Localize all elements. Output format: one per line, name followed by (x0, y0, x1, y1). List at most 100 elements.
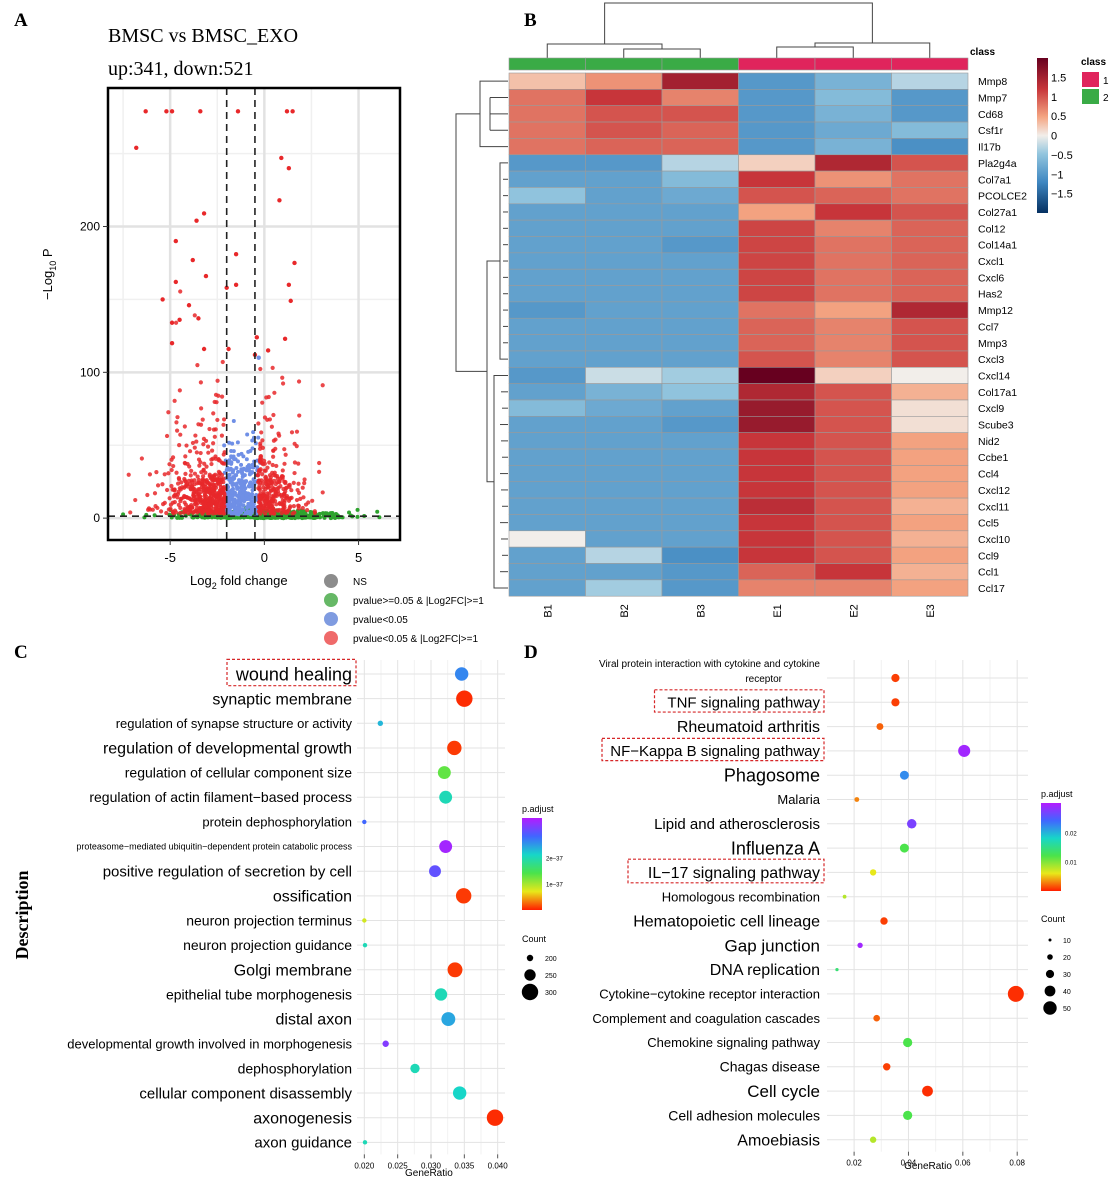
volcano-point-red (134, 145, 139, 150)
volcano-point-red (291, 480, 296, 485)
volcano-point-blue (229, 449, 234, 454)
heatmap-cell (661, 530, 739, 548)
volcano-point-red (222, 494, 227, 499)
heatmap-cell (661, 579, 739, 597)
kegg-x-axis-label: GeneRatio (904, 1161, 952, 1172)
heatmap-colorbar-tick-label: 1.5 (1051, 72, 1066, 84)
volcano-point-red (154, 470, 159, 475)
go-term-label: regulation of synapse structure or activ… (116, 716, 353, 731)
kegg-padj-colorbar (1041, 803, 1061, 891)
volcano-point-red (201, 346, 207, 352)
volcano-point-red (212, 399, 217, 405)
volcano-point-red (280, 498, 285, 503)
heatmap-cell (585, 334, 663, 352)
kegg-term-label: Cytokine−cytokine receptor interaction (599, 986, 820, 1001)
kegg-term-label: Lipid and atherosclerosis (654, 816, 820, 833)
heatmap-cell (661, 219, 739, 237)
go-term-label: neuron projection terminus (186, 912, 352, 928)
kegg-x-tick-label: 0.02 (846, 1159, 862, 1168)
volcano-point-red (273, 492, 278, 497)
heatmap-cell (891, 350, 969, 368)
go-dot (447, 740, 462, 756)
volcano-point-red (320, 490, 325, 495)
volcano-point-red (317, 469, 322, 474)
volcano-point-blue (256, 435, 261, 440)
volcano-point-red (274, 502, 279, 507)
heatmap-cell (585, 268, 663, 286)
volcano-point-red (283, 481, 288, 486)
heatmap-cell (891, 514, 969, 532)
kegg-dot (883, 1063, 891, 1071)
heatmap-cell (814, 432, 892, 450)
heatmap-cell (661, 252, 739, 270)
volcano-x-axis-label: Log2 fold change (190, 573, 288, 591)
volcano-point-red (305, 508, 310, 513)
volcano-point-red (201, 467, 206, 473)
heatmap-cell (585, 530, 663, 548)
kegg-dot (891, 673, 900, 683)
volcano-point-red (187, 464, 192, 469)
volcano-point-red (286, 498, 292, 503)
volcano-point-red (213, 456, 218, 461)
kegg-term-label: receptor (745, 674, 782, 685)
volcano-point-red (190, 487, 195, 492)
volcano-point-red (275, 476, 280, 481)
heatmap-row-label: Ccl4 (978, 469, 999, 481)
volcano-point-red (145, 492, 150, 498)
volcano-point-red (183, 454, 188, 459)
heatmap-cell (891, 89, 969, 106)
heatmap-row-label: Ccl7 (978, 321, 999, 333)
heatmap-row-label: Pla2g4a (978, 158, 1017, 170)
go-term-label: distal axon (276, 1012, 353, 1029)
volcano-point-blue (256, 355, 261, 360)
heatmap-cell (508, 465, 586, 483)
heatmap-cell (814, 138, 892, 156)
heatmap-cell (508, 546, 586, 564)
volcano-point-red (274, 508, 279, 513)
heatmap-cell (891, 236, 969, 254)
go-y-axis-label: Description (12, 871, 32, 960)
volcano-point-red (271, 412, 276, 418)
heatmap-cell (814, 497, 892, 515)
volcano-point-red (210, 511, 216, 516)
panel-label-a: A (14, 10, 28, 31)
heatmap-cell (738, 219, 816, 237)
volcano-point-red (173, 238, 179, 244)
volcano-point-red (280, 468, 285, 473)
volcano-point-red (300, 485, 305, 490)
volcano-point-red (160, 482, 165, 487)
volcano-point-red (179, 480, 184, 485)
kegg-plot-area (826, 660, 1030, 1153)
heatmap-cell (814, 187, 892, 205)
kegg-count-legend-label: 40 (1063, 989, 1071, 996)
heatmap-row-label: Ccl1 (978, 567, 999, 579)
volcano-point-red (280, 476, 285, 481)
heatmap-column-label: B2 (619, 604, 631, 617)
volcano-point-blue (229, 454, 234, 459)
kegg-dot (869, 869, 877, 876)
volcano-point-red (194, 450, 199, 455)
kegg-count-legend-dot (1043, 1001, 1057, 1015)
volcano-point-red (279, 155, 284, 161)
volcano-point-red (155, 483, 161, 488)
heatmap-cell (738, 138, 816, 156)
go-term-label: regulation of actin filament−based proce… (89, 789, 352, 805)
volcano-point-red (259, 430, 264, 435)
heatmap-cell (891, 416, 969, 434)
heatmap-cell (661, 301, 739, 319)
volcano-y-tick-label: 100 (80, 365, 100, 379)
heatmap-row-label: Cxcl10 (978, 534, 1010, 546)
go-term-label: axonogenesis (253, 1110, 352, 1127)
volcano-point-red (284, 109, 290, 114)
heatmap-cell (508, 154, 586, 172)
go-padj-tick-label: 1e−37 (546, 883, 564, 889)
heatmap-cell (661, 236, 739, 254)
volcano-point-ns (321, 514, 326, 519)
heatmap-row-label: Cxcl6 (978, 272, 1004, 284)
heatmap-cell (661, 448, 739, 466)
volcano-point-blue (233, 457, 238, 462)
volcano-legend-key (324, 612, 338, 626)
heatmap-cell (585, 236, 663, 254)
heatmap-row-label: Csf1r (978, 125, 1004, 137)
